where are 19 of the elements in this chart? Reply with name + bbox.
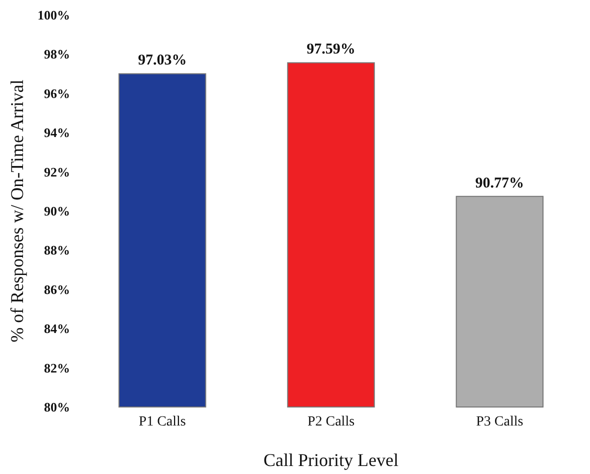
y-tick-label: 96% xyxy=(44,86,70,101)
y-tick-label: 100% xyxy=(38,8,70,22)
y-axis-title: % of Responses w/ On-Time Arrival xyxy=(7,80,27,342)
y-tick-label: 94% xyxy=(44,125,70,140)
y-tick-label: 86% xyxy=(44,282,70,297)
data-label: 90.77% xyxy=(475,175,524,192)
y-tick-label: 98% xyxy=(44,46,70,62)
data-label: 97.03% xyxy=(138,52,187,69)
y-tick-label: 80% xyxy=(44,400,70,414)
y-tick-label: 92% xyxy=(44,164,70,180)
x-tick-label: P1 Calls xyxy=(138,414,186,430)
x-tick-label: P2 Calls xyxy=(307,414,355,430)
y-tick-label: 90% xyxy=(44,204,70,218)
y-tick-label: 88% xyxy=(44,242,70,258)
y-tick-label: 82% xyxy=(44,360,70,376)
x-tick-label: P3 Calls xyxy=(476,414,524,430)
data-label: 97.59% xyxy=(306,42,356,58)
x-axis-title: Call Priority Level xyxy=(264,450,398,470)
y-tick-label: 84% xyxy=(44,321,70,336)
